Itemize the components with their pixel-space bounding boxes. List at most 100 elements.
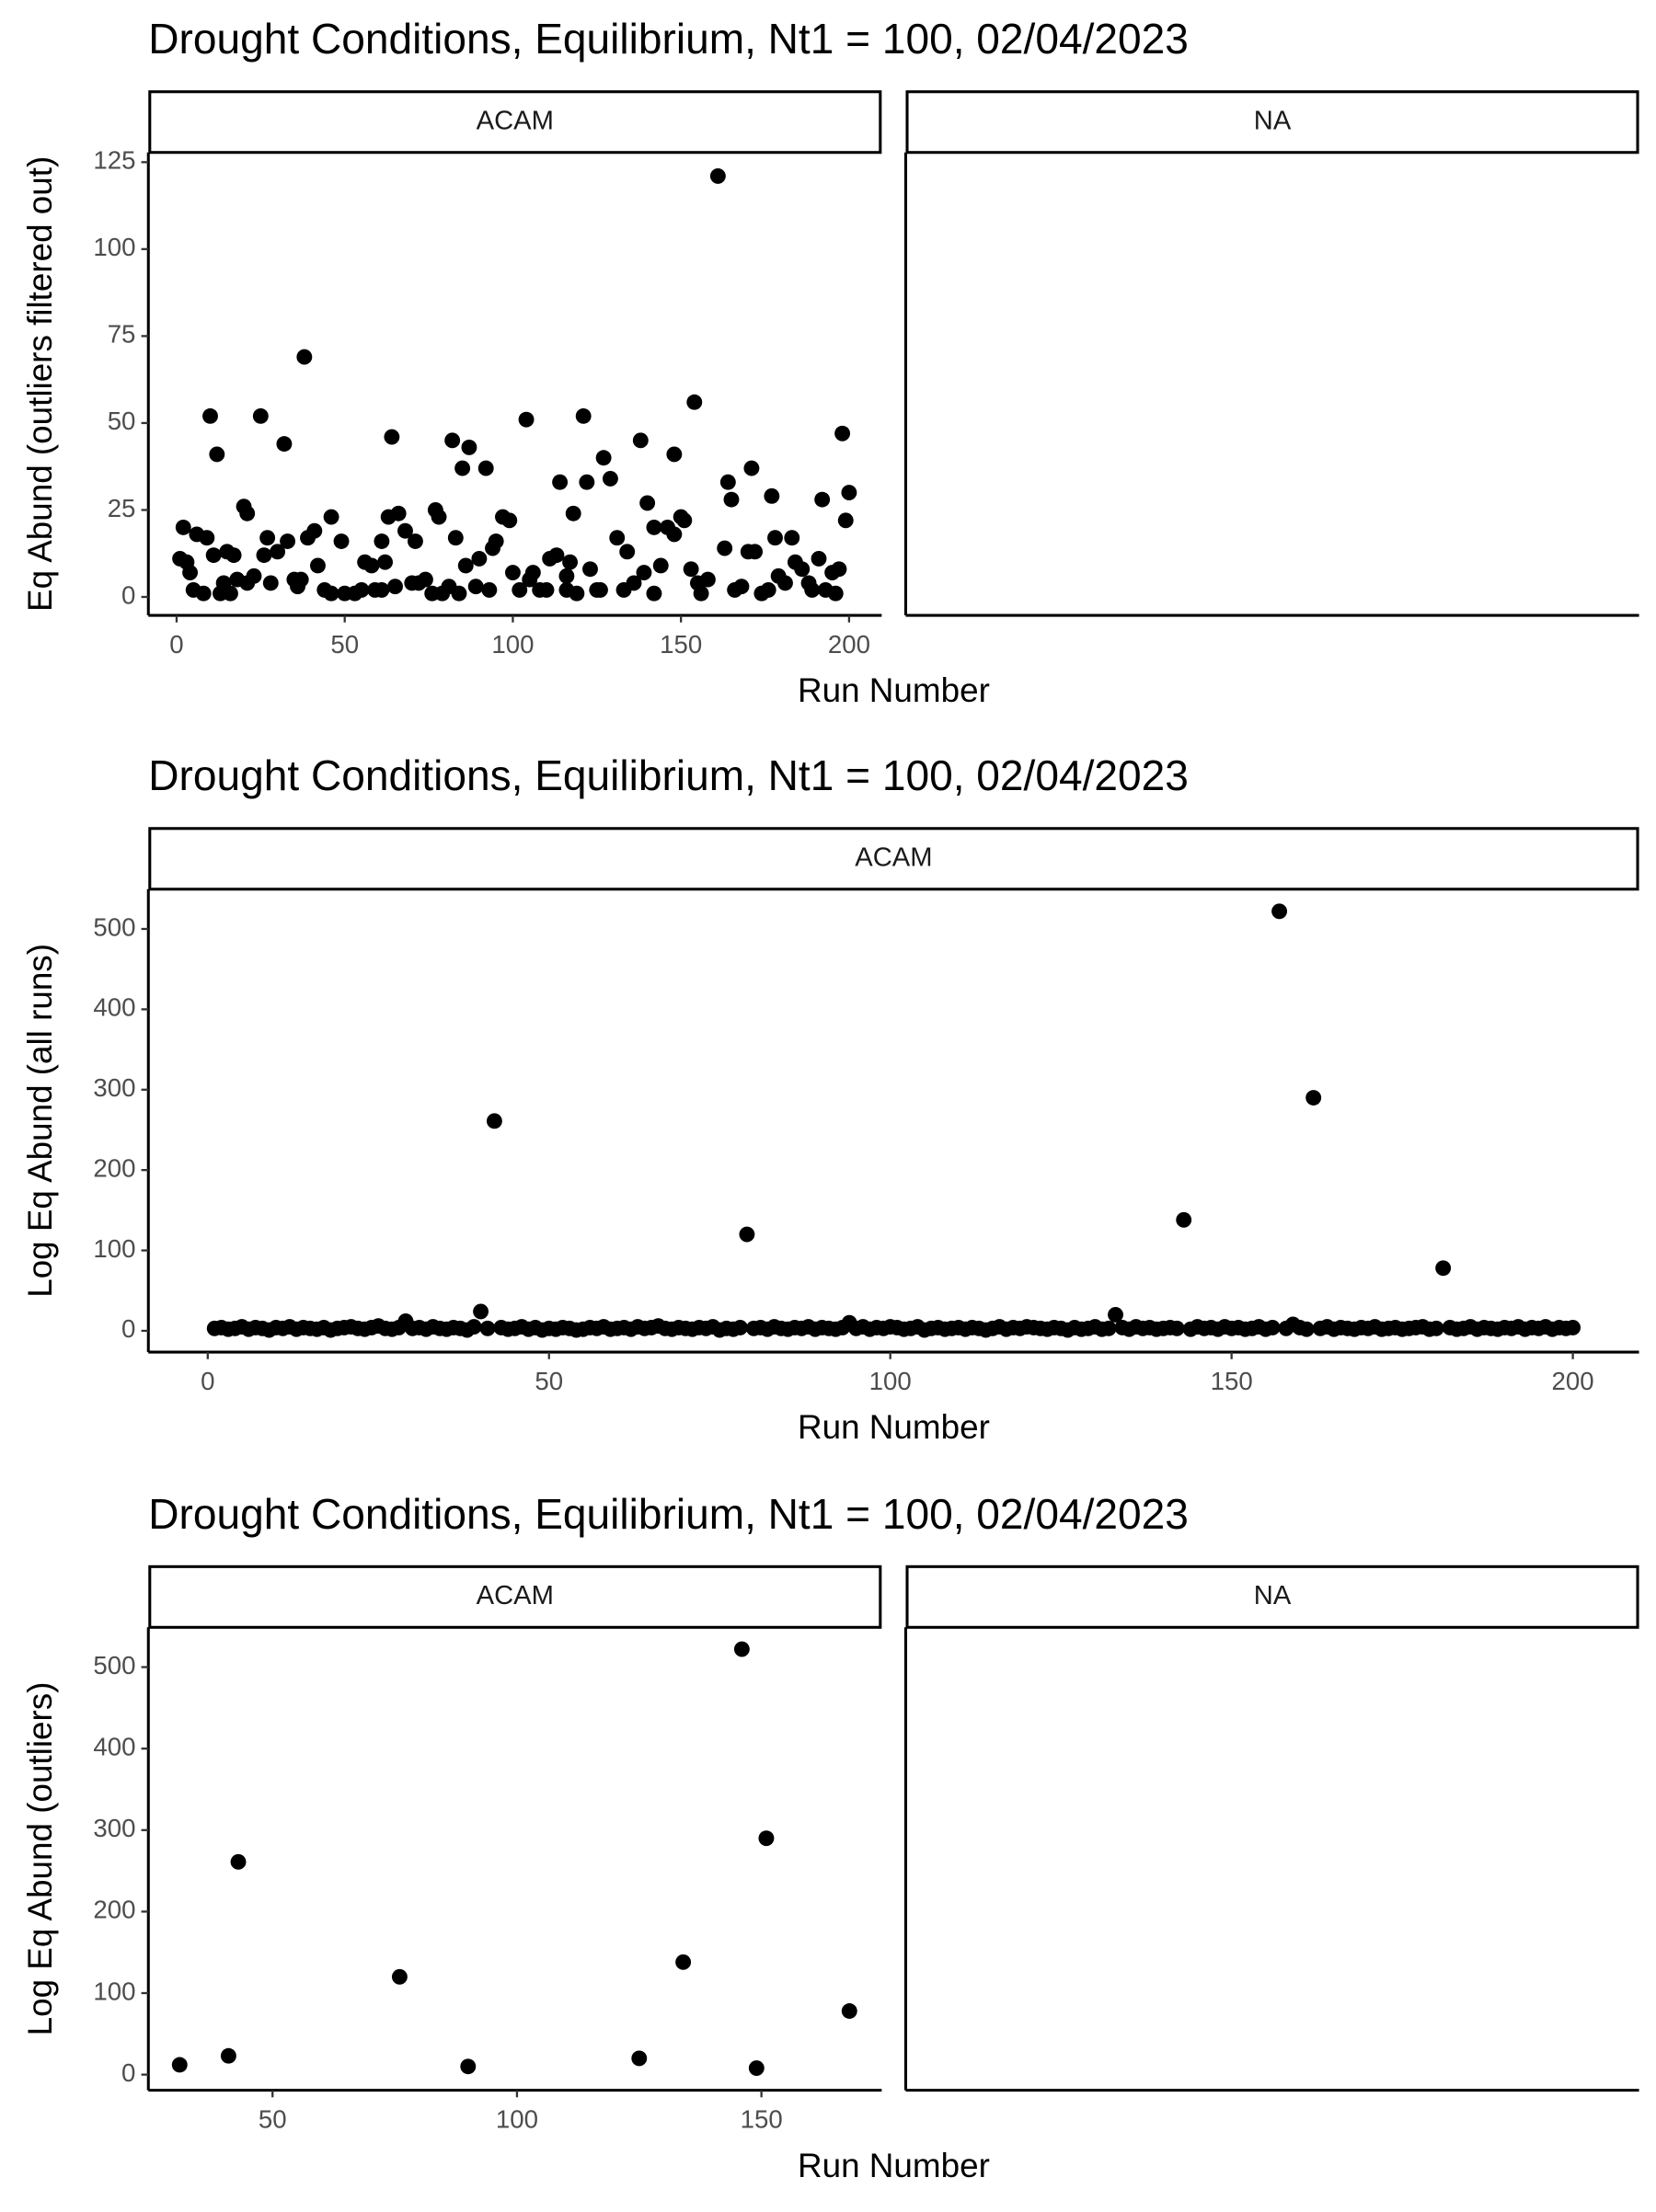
point <box>767 530 783 546</box>
point <box>259 530 276 546</box>
point <box>293 571 309 588</box>
point <box>760 582 776 598</box>
y-tick-label: 400 <box>93 993 135 1022</box>
point <box>558 567 575 584</box>
point <box>831 561 847 578</box>
point <box>1168 1320 1185 1336</box>
point <box>473 1303 489 1320</box>
point <box>477 460 494 476</box>
point <box>182 565 199 580</box>
x-tick-label: 150 <box>1211 1367 1253 1395</box>
chart-title: Drought Conditions, Equilibrium, Nt1 = 1… <box>148 1490 1189 1538</box>
y-axis-title: Log Eq Abund (outliers) <box>21 1682 59 2036</box>
y-tick-label: 400 <box>93 1732 135 1760</box>
point <box>466 1319 482 1335</box>
point <box>582 561 598 578</box>
point <box>471 550 488 567</box>
x-tick-label: 0 <box>169 630 183 659</box>
point <box>222 585 238 602</box>
point <box>562 554 579 570</box>
point <box>363 557 380 574</box>
point <box>784 530 800 546</box>
point <box>417 571 433 588</box>
point <box>794 561 811 578</box>
point <box>486 1113 502 1129</box>
point <box>353 582 370 598</box>
y-tick-label: 0 <box>121 2058 135 2087</box>
point <box>609 530 626 546</box>
point <box>827 585 844 602</box>
y-tick-label: 100 <box>93 1977 135 2005</box>
facet-strip <box>905 90 1639 155</box>
point <box>683 561 699 578</box>
point <box>310 557 326 574</box>
x-tick-label: 50 <box>330 630 359 659</box>
point <box>323 585 339 602</box>
y-tick-label: 100 <box>93 1234 135 1263</box>
x-tick-label: 150 <box>660 630 702 659</box>
point <box>451 585 467 602</box>
point <box>1565 1319 1581 1335</box>
point <box>732 1319 748 1335</box>
x-tick-label: 100 <box>869 1367 912 1395</box>
point <box>390 505 407 521</box>
point <box>384 429 400 445</box>
point <box>202 407 218 424</box>
y-tick-label: 75 <box>108 320 136 349</box>
point <box>652 557 669 574</box>
facet-strip <box>148 1564 882 1629</box>
point <box>592 582 608 598</box>
point <box>1108 1307 1123 1323</box>
point <box>575 407 592 424</box>
point <box>834 425 851 441</box>
point <box>501 512 518 529</box>
x-tick-label: 150 <box>741 2105 783 2134</box>
point <box>837 512 854 529</box>
point <box>246 567 262 584</box>
facet-strip <box>148 827 1639 891</box>
chart-title: Drought Conditions, Equilibrium, Nt1 = 1… <box>148 15 1189 63</box>
x-tick-label: 50 <box>535 1367 563 1395</box>
point <box>220 2047 236 2064</box>
x-axis-title: Run Number <box>798 2147 990 2184</box>
point <box>693 585 709 602</box>
y-tick-label: 500 <box>93 912 135 941</box>
point <box>686 394 703 410</box>
point <box>748 2060 765 2076</box>
point <box>408 533 423 549</box>
point <box>239 505 256 521</box>
point <box>699 571 716 588</box>
point <box>804 582 821 598</box>
point <box>397 522 413 539</box>
point <box>276 436 293 453</box>
point <box>646 585 662 602</box>
point <box>579 474 595 490</box>
x-tick-label: 200 <box>1552 1367 1594 1395</box>
point <box>636 565 652 580</box>
x-axis-title: Run Number <box>798 1408 990 1446</box>
point <box>777 575 793 591</box>
facet-label: ACAM <box>477 106 554 135</box>
point <box>270 544 286 560</box>
point <box>739 1226 755 1243</box>
point <box>447 530 464 546</box>
point <box>454 460 471 476</box>
point <box>518 411 535 428</box>
x-axis-title: Run Number <box>798 671 990 709</box>
point <box>524 565 541 580</box>
y-tick-label: 50 <box>108 407 136 435</box>
point <box>504 565 521 580</box>
x-tick-label: 50 <box>259 2105 287 2134</box>
point <box>709 168 726 184</box>
point <box>569 585 585 602</box>
point <box>175 519 191 535</box>
y-tick-label: 25 <box>108 494 136 522</box>
facet-label: ACAM <box>855 842 932 872</box>
point <box>639 495 656 511</box>
point <box>841 2003 857 2019</box>
y-tick-label: 500 <box>93 1651 135 1679</box>
point <box>333 533 350 549</box>
point <box>256 547 272 564</box>
point <box>296 349 313 365</box>
